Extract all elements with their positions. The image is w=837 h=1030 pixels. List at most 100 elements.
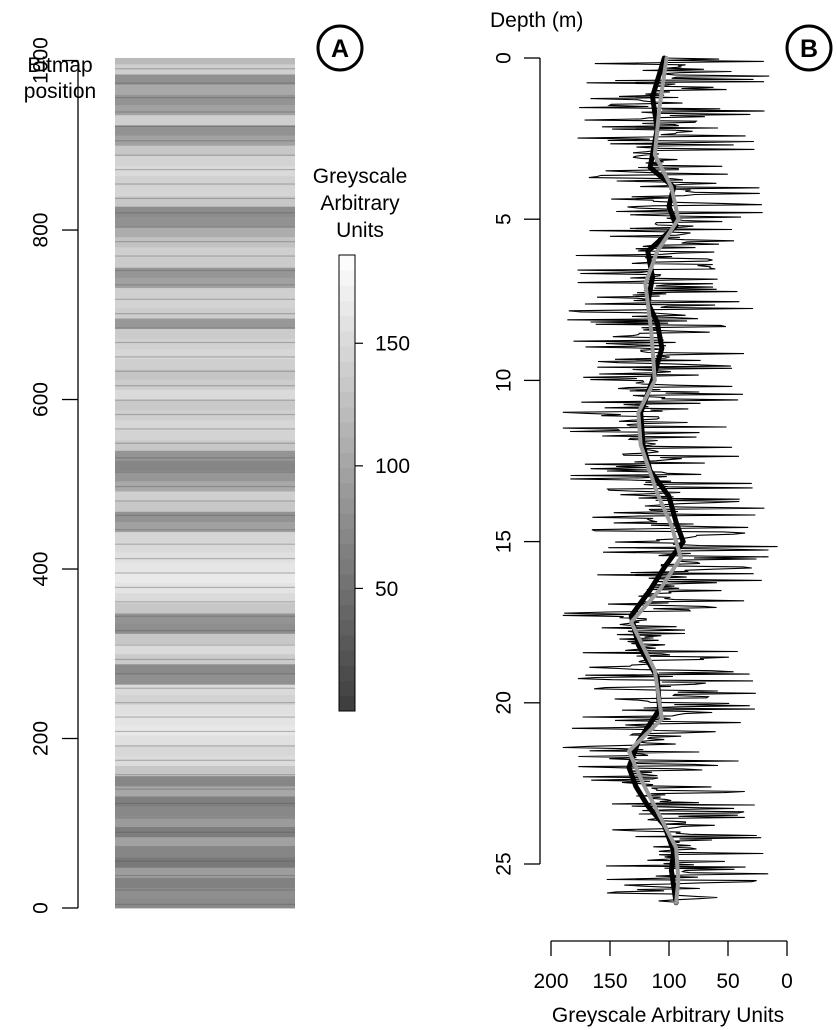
bitmap-band — [115, 541, 295, 553]
panel-label-a: A — [331, 35, 349, 63]
colorbar-tick-label: 50 — [375, 578, 398, 601]
bitmap-band — [115, 84, 295, 95]
depth-tick-label: 0 — [492, 52, 515, 64]
y-tick-label: 1000 — [29, 37, 52, 84]
bitmap-band — [115, 358, 295, 370]
bitmap-band — [115, 328, 295, 339]
colorbar-cell — [339, 452, 355, 469]
bitmap-stripe — [115, 183, 295, 185]
depth-tick-label: 25 — [492, 852, 515, 875]
panel-b: Depth (m) B 0 5 10 15 20 25 200 150 100 50 0 Grey… — [490, 9, 833, 1027]
colorbar: Greyscale Arbitrary Units 50 100 150 — [313, 165, 410, 712]
bitmap-band — [115, 836, 295, 848]
bitmap-band — [115, 185, 295, 197]
bitmap-stripe — [115, 716, 295, 718]
bitmap-band — [115, 338, 295, 350]
bitmap-stripe — [115, 687, 295, 689]
colorbar-cell — [339, 285, 355, 301]
bitmap-band — [115, 816, 295, 828]
bitmap-band — [115, 887, 295, 899]
bitmap-band — [115, 308, 295, 319]
colorbar-cell — [339, 270, 355, 286]
bitmap-stripe — [115, 831, 295, 833]
bitmap-band — [115, 277, 295, 289]
bitmap-band — [115, 643, 295, 655]
bitmap-stripe — [115, 327, 295, 329]
x-tick-label: 50 — [716, 970, 739, 993]
depth-tick-label: 15 — [492, 530, 515, 553]
bitmap-stripe — [115, 601, 295, 603]
bitmap-band — [115, 430, 295, 441]
bitmap-band — [115, 318, 295, 329]
bitmap-stripe — [115, 226, 295, 228]
bitmap-stripe — [115, 702, 295, 704]
colorbar-cell — [339, 422, 355, 438]
colorbar-cell — [339, 680, 355, 697]
bitmap-band — [115, 369, 295, 380]
bitmap-band — [115, 674, 295, 685]
bitmap-band — [115, 226, 295, 238]
y-tick-label: 0 — [29, 902, 52, 914]
colorbar-cell — [339, 346, 355, 362]
depth-tick-label: 5 — [492, 213, 515, 225]
bitmap-band — [115, 246, 295, 258]
bitmap-band — [115, 348, 295, 360]
bitmap-stripe — [115, 644, 295, 646]
bitmap-stripe — [115, 529, 295, 531]
panel-label-b: B — [800, 35, 818, 63]
bitmap-band — [115, 501, 295, 512]
bitmap-stripe — [115, 356, 295, 358]
colorbar-cell — [339, 483, 355, 499]
bitmap-band — [115, 846, 295, 858]
bitmap-band — [115, 267, 295, 278]
bitmap-band — [115, 94, 295, 106]
bitmap-band — [115, 867, 295, 878]
bitmap-band — [115, 714, 295, 726]
y-axis-label-bitmap-position: Bitmap position — [24, 54, 96, 103]
colorbar-cell — [339, 315, 355, 332]
greyscale-bitmap — [115, 58, 295, 909]
depth-tick-label: 20 — [492, 691, 515, 714]
bitmap-stripe — [115, 169, 295, 171]
bitmap-band — [115, 857, 295, 868]
colorbar-cell — [339, 695, 355, 712]
y-axis-label-depth: Depth (m) — [490, 9, 583, 32]
colorbar-cell — [339, 604, 355, 621]
bitmap-band — [115, 633, 295, 644]
colorbar-cell — [339, 498, 355, 514]
bitmap-stripe — [115, 673, 295, 675]
panel-label-a-badge: A — [316, 24, 364, 72]
bitmap-band — [115, 104, 295, 116]
bitmap-stripe — [115, 500, 295, 502]
bitmap-band — [115, 765, 295, 777]
bitmap-stripe — [115, 197, 295, 200]
depth-tick-label: 10 — [492, 369, 515, 392]
bitmap-band — [115, 399, 295, 411]
bitmap-stripe — [115, 788, 295, 790]
bitmap-stripe — [115, 341, 295, 344]
colorbar-cell — [339, 543, 355, 560]
bitmap-band — [115, 236, 295, 248]
bitmap-stripe — [115, 442, 295, 444]
bitmap-stripe — [115, 774, 295, 776]
colorbar-cell — [339, 619, 355, 636]
bitmap-stripe — [115, 385, 295, 387]
colorbar-cell — [339, 589, 355, 605]
bitmap-stripe — [115, 125, 295, 127]
x-tick-label: 150 — [592, 970, 627, 993]
bitmap-band — [115, 155, 295, 167]
bitmap-stripe — [115, 745, 295, 747]
bitmap-band — [115, 775, 295, 787]
black-trend-line — [626, 55, 686, 906]
bitmap-band — [115, 287, 295, 299]
colorbar-cell — [339, 376, 355, 393]
colorbar-ticks: 50 100 150 — [355, 333, 410, 601]
bitmap-band — [115, 613, 295, 624]
bitmap-stripe — [115, 860, 295, 862]
bitmap-band — [115, 409, 295, 421]
colorbar-cell — [339, 650, 355, 666]
colorbar-title: Greyscale Arbitrary Units — [313, 165, 408, 242]
bitmap-band — [115, 216, 295, 228]
colorbar-cell — [339, 300, 355, 317]
x-tick-label: 100 — [651, 970, 686, 993]
